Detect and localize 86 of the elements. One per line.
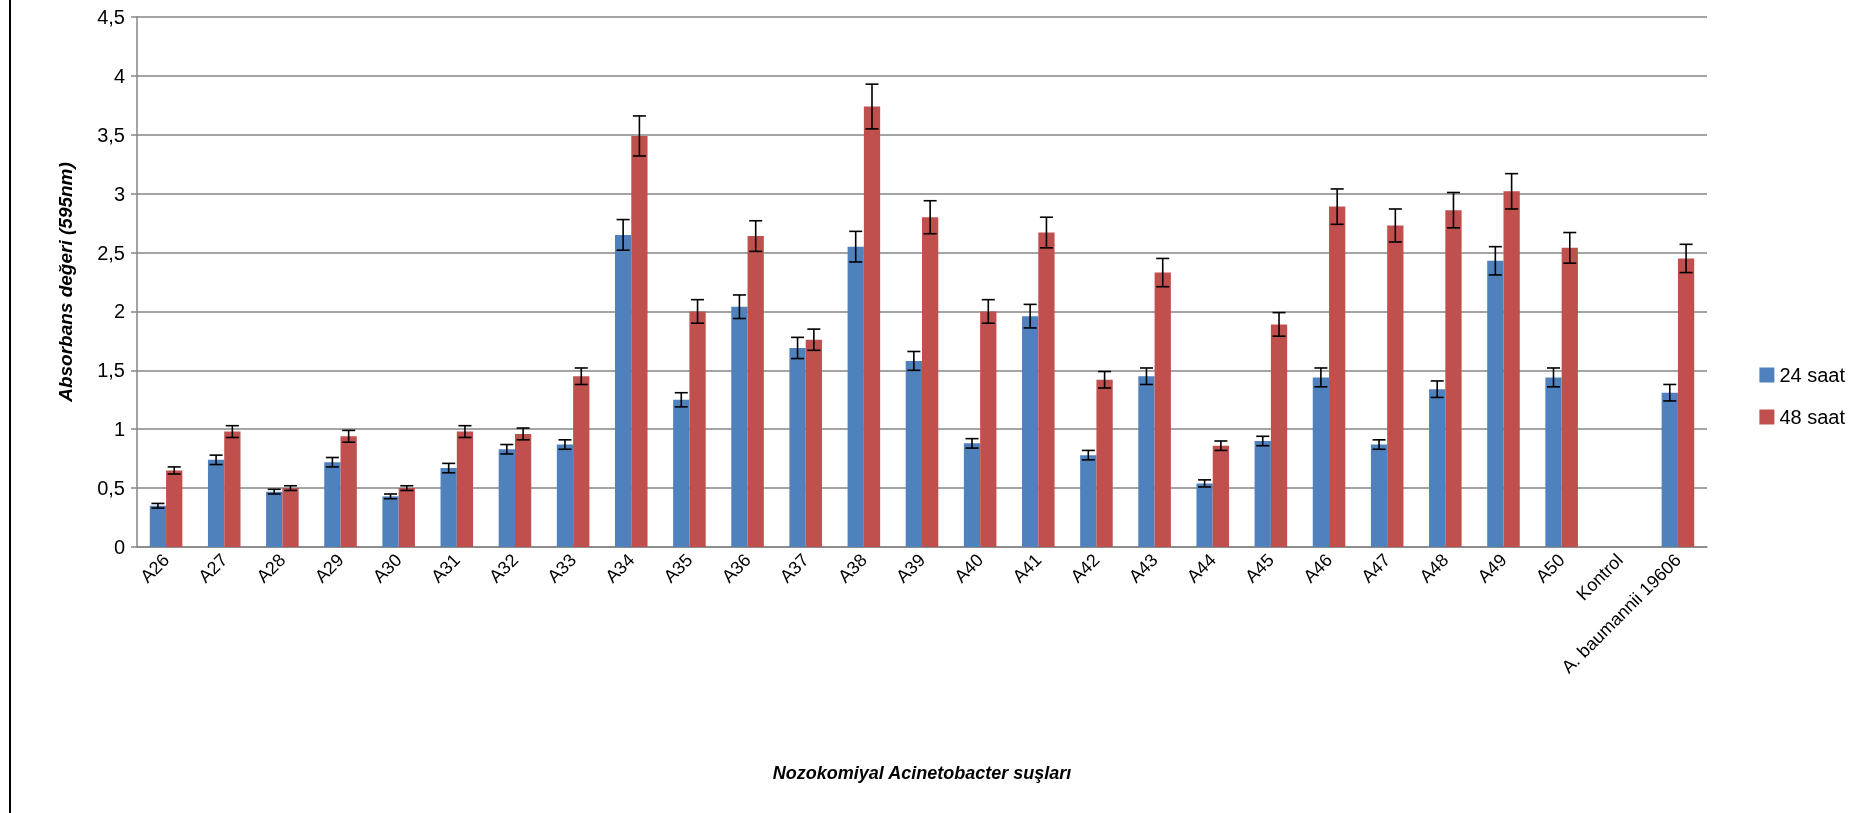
x-tick-label: A36: [717, 549, 755, 587]
bar: [1212, 445, 1230, 547]
bar: [456, 431, 474, 547]
legend-label: 24 saat: [1779, 364, 1846, 386]
bar: [573, 376, 590, 547]
bar: [847, 246, 864, 547]
bar: [1312, 377, 1330, 547]
bar: [689, 311, 706, 547]
y-tick-label: 1,5: [97, 359, 125, 382]
x-tick-label: A48: [1415, 549, 1453, 587]
x-tick-label: A30: [368, 549, 406, 587]
bar: [905, 360, 922, 547]
bar: [614, 234, 632, 547]
bar: [1487, 260, 1504, 547]
bar: [980, 311, 997, 547]
bar: [1080, 455, 1097, 547]
x-tick-label: A49: [1473, 549, 1511, 587]
bar: [1561, 247, 1578, 547]
bar: [805, 339, 822, 547]
x-tick-label: A33: [543, 549, 581, 587]
bar: [1138, 376, 1155, 547]
x-tick-label: A42: [1066, 549, 1104, 587]
bar: [1196, 483, 1213, 547]
y-tick-label: 3: [113, 182, 125, 205]
x-tick-label: A32: [485, 549, 523, 587]
bar: [1154, 272, 1171, 547]
bar: [340, 436, 357, 547]
x-tick-label: A43: [1124, 549, 1162, 587]
bar: [1022, 316, 1039, 547]
bar: [1429, 389, 1446, 547]
bar: [224, 431, 241, 547]
bar: [789, 347, 806, 547]
bar: [1038, 232, 1055, 547]
bar: [556, 444, 574, 547]
bar: [266, 491, 283, 547]
x-tick-label: A26: [136, 549, 174, 587]
bar: [1545, 377, 1562, 547]
bar: [498, 449, 515, 547]
y-axis-title: Absorbans değeri (595nm): [55, 162, 76, 403]
bar: [1503, 191, 1520, 547]
x-tick-label: A46: [1299, 549, 1337, 587]
bar: [922, 217, 939, 547]
y-tick-label: 0,5: [97, 477, 125, 500]
bar: [863, 106, 881, 547]
bar: [1677, 258, 1695, 547]
bar: [1096, 379, 1113, 547]
bar: [673, 399, 690, 547]
x-tick-label: A34: [601, 549, 639, 587]
bar: [1254, 441, 1271, 547]
x-tick-label: A44: [1183, 549, 1220, 587]
x-axis-title: Nozokomiyal Acinetobacter suşları: [772, 763, 1072, 783]
y-tick-label: 1: [113, 418, 125, 441]
x-tick-label: A41: [1008, 549, 1046, 587]
bar: [1370, 444, 1388, 547]
bar: [963, 443, 981, 547]
bar: [1445, 210, 1462, 547]
bar: [166, 470, 183, 547]
bar: [631, 135, 648, 547]
x-tick-label: A50: [1531, 549, 1569, 587]
x-tick-label: A39: [892, 549, 930, 587]
bar: [514, 433, 532, 547]
x-tick-label: A29: [310, 549, 348, 587]
x-tick-label: A31: [427, 549, 464, 587]
y-tick-label: 4,5: [97, 6, 125, 28]
x-tick-label: A40: [950, 549, 988, 587]
bar: [747, 236, 764, 547]
x-tick-label: A38: [834, 549, 871, 587]
bar: [731, 306, 748, 547]
y-tick-label: 4: [113, 64, 125, 87]
x-tick-label: A28: [252, 549, 290, 587]
bar: [398, 488, 415, 547]
bar: [1387, 225, 1404, 547]
bar: [1661, 392, 1678, 547]
bar: [382, 496, 399, 547]
y-tick-label: 2,5: [97, 241, 125, 264]
bar: [1270, 324, 1288, 547]
bar: [149, 505, 167, 547]
legend-label: 48 saat: [1779, 406, 1846, 428]
bar: [207, 459, 225, 547]
bar: [1329, 206, 1346, 547]
y-tick-label: 3,5: [97, 123, 125, 146]
y-tick-label: 0: [113, 536, 125, 558]
bar: [282, 488, 299, 547]
y-tick-label: 2: [113, 300, 125, 323]
bar: [440, 468, 457, 547]
bar: [324, 462, 341, 547]
